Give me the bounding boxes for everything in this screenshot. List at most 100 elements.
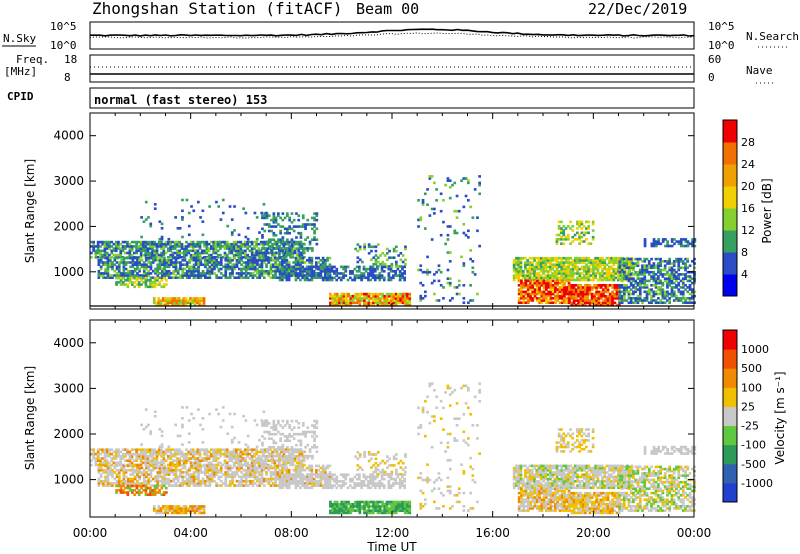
power-cell bbox=[301, 214, 305, 217]
power-cell bbox=[595, 299, 598, 302]
power-cell bbox=[160, 245, 163, 248]
power-cell bbox=[650, 275, 653, 278]
velocity-cell bbox=[180, 463, 184, 467]
power-cell bbox=[677, 284, 681, 287]
power-cell bbox=[321, 278, 325, 282]
power-cell bbox=[244, 240, 247, 244]
power-cell bbox=[184, 301, 188, 305]
power-cell bbox=[623, 292, 626, 296]
power-cell bbox=[654, 266, 658, 270]
power-cell bbox=[315, 212, 319, 215]
velocity-cell bbox=[260, 482, 264, 485]
velocity-cell bbox=[122, 471, 126, 474]
power-cell bbox=[274, 256, 277, 260]
velocity-cell bbox=[167, 450, 170, 454]
power-cell bbox=[129, 265, 132, 269]
power-cell bbox=[367, 297, 371, 300]
power-cell bbox=[666, 242, 669, 246]
velocity-cell bbox=[210, 464, 214, 468]
power-cell bbox=[643, 299, 647, 302]
velocity-cell bbox=[146, 461, 150, 465]
power-cell bbox=[113, 263, 117, 266]
velocity-cell bbox=[262, 461, 265, 465]
freq-ytick-high: 18 bbox=[64, 53, 77, 66]
power-cell bbox=[618, 299, 622, 302]
velocity-cell bbox=[137, 463, 141, 467]
velocity-cell bbox=[237, 457, 240, 460]
power-cell bbox=[133, 251, 136, 255]
power-cell bbox=[214, 249, 218, 253]
power-cell bbox=[618, 262, 622, 265]
power-cell bbox=[181, 218, 184, 221]
power-cell bbox=[517, 276, 520, 280]
power-cell bbox=[165, 263, 169, 266]
power-cell bbox=[547, 286, 550, 289]
velocity-cell bbox=[223, 450, 227, 454]
power-cell bbox=[638, 288, 642, 291]
power-cell bbox=[469, 284, 472, 287]
power-cell bbox=[652, 273, 656, 276]
power-cell bbox=[376, 265, 380, 268]
power-cell bbox=[634, 297, 638, 300]
power-cell bbox=[188, 259, 191, 262]
power-cell bbox=[219, 247, 222, 250]
velocity-cell bbox=[167, 482, 171, 485]
power-cell bbox=[272, 247, 276, 250]
power-cell bbox=[290, 265, 293, 269]
velocity-cell bbox=[165, 482, 169, 485]
power-cell bbox=[136, 265, 139, 269]
power-cell bbox=[219, 272, 223, 275]
power-cell bbox=[570, 292, 574, 296]
velocity-cell bbox=[160, 459, 163, 462]
power-cell bbox=[394, 294, 398, 298]
power-cell bbox=[204, 261, 207, 264]
power-cell bbox=[645, 266, 649, 270]
power-cell bbox=[192, 265, 196, 269]
power-cell bbox=[239, 245, 243, 248]
power-cell bbox=[246, 253, 249, 257]
velocity-cell bbox=[262, 479, 266, 483]
velocity-cell bbox=[228, 475, 232, 479]
power-cell bbox=[246, 242, 249, 246]
power-cell bbox=[138, 263, 141, 266]
power-cell bbox=[666, 260, 669, 263]
power-cell bbox=[115, 274, 119, 277]
power-cell bbox=[599, 284, 603, 287]
power-cell bbox=[142, 269, 146, 273]
power-cell bbox=[563, 290, 566, 294]
velocity-cell bbox=[169, 452, 172, 456]
velocity-cell bbox=[178, 452, 181, 456]
power-cell bbox=[654, 281, 658, 285]
power-cell bbox=[142, 263, 146, 266]
power-cell bbox=[606, 284, 610, 287]
velocity-cell bbox=[183, 479, 187, 483]
power-cell bbox=[630, 263, 634, 266]
power-cell bbox=[299, 261, 302, 264]
velocity-cell bbox=[258, 473, 262, 476]
power-cell bbox=[618, 270, 622, 274]
power-cell bbox=[166, 297, 170, 300]
power-cell bbox=[371, 274, 375, 277]
power-cell bbox=[279, 238, 282, 241]
power-cell bbox=[235, 272, 239, 275]
power-cell bbox=[677, 268, 681, 272]
power-cell bbox=[681, 279, 685, 283]
power-cell bbox=[144, 281, 148, 284]
power-cell bbox=[419, 264, 423, 267]
power-cell bbox=[547, 284, 550, 287]
power-cell bbox=[265, 214, 269, 217]
power-cell bbox=[670, 290, 674, 294]
power-cell bbox=[349, 297, 353, 300]
power-cell bbox=[308, 269, 311, 273]
power-cell bbox=[626, 272, 629, 275]
power-cell bbox=[247, 267, 250, 271]
power-cell bbox=[265, 223, 269, 226]
power-cell bbox=[643, 281, 647, 285]
power-cell bbox=[439, 284, 443, 287]
power-cell bbox=[172, 263, 175, 266]
velocity-cell bbox=[213, 479, 216, 483]
power-cell bbox=[654, 277, 658, 280]
power-cell bbox=[242, 265, 246, 269]
velocity-cell bbox=[291, 463, 295, 467]
power-cell bbox=[433, 212, 436, 215]
